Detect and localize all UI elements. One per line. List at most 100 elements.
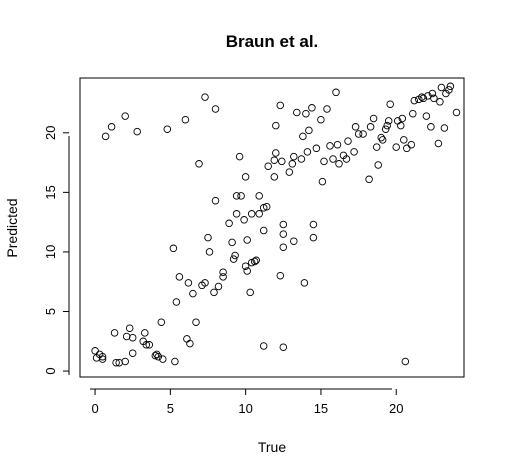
data-point xyxy=(107,123,116,131)
data-point xyxy=(329,155,337,163)
data-point xyxy=(279,343,288,351)
y-tick-label: 5 xyxy=(43,308,58,315)
data-point xyxy=(172,298,181,306)
data-point xyxy=(232,192,241,200)
data-point xyxy=(214,282,223,291)
data-point xyxy=(128,333,137,342)
x-tick-label: 0 xyxy=(91,401,98,416)
data-point xyxy=(400,136,408,144)
data-point xyxy=(290,152,298,161)
data-point xyxy=(308,104,316,112)
data-point xyxy=(259,226,268,235)
data-point xyxy=(305,126,313,135)
data-point xyxy=(285,168,294,176)
data-point xyxy=(270,173,279,181)
data-point xyxy=(181,115,190,124)
data-point xyxy=(300,279,309,287)
data-point xyxy=(381,125,390,133)
data-point xyxy=(366,123,375,131)
data-point xyxy=(440,124,449,132)
data-point xyxy=(419,94,428,103)
data-point xyxy=(398,114,407,123)
data-point xyxy=(317,115,325,124)
y-tick-label: 20 xyxy=(43,126,58,140)
data-point xyxy=(91,347,99,355)
y-tick-label: 10 xyxy=(43,245,58,259)
data-point xyxy=(219,268,227,276)
data-point xyxy=(422,112,431,120)
data-point xyxy=(229,255,238,263)
data-point xyxy=(189,289,197,298)
data-point xyxy=(240,216,248,224)
x-tick-label: 15 xyxy=(314,401,328,416)
data-point xyxy=(201,279,209,287)
data-point xyxy=(255,210,263,218)
data-point xyxy=(232,210,241,218)
data-point xyxy=(219,273,227,281)
data-point xyxy=(186,339,194,348)
data-point xyxy=(192,318,200,326)
data-point xyxy=(452,108,461,117)
y-tick-label: 15 xyxy=(43,185,58,199)
data-point xyxy=(145,341,154,349)
data-point xyxy=(228,238,236,247)
chart-title: Braun et al. xyxy=(226,32,319,51)
data-point xyxy=(372,143,381,151)
data-point xyxy=(354,130,363,138)
data-point xyxy=(384,117,393,125)
data-point xyxy=(323,105,331,113)
data-point xyxy=(434,139,443,148)
data-point xyxy=(184,279,193,287)
y-tick-label: 0 xyxy=(43,367,58,374)
data-point xyxy=(154,352,163,361)
data-point xyxy=(276,271,285,280)
data-point xyxy=(241,262,250,270)
data-point xyxy=(231,251,239,260)
data-point xyxy=(318,177,327,186)
data-point xyxy=(302,109,310,118)
data-point xyxy=(237,192,245,200)
data-point xyxy=(121,112,129,120)
data-point xyxy=(211,196,220,205)
data-point xyxy=(369,114,378,123)
data-point xyxy=(350,148,358,156)
data-point xyxy=(98,352,107,361)
data-point xyxy=(320,157,328,166)
plot-frame xyxy=(79,77,465,378)
data-point xyxy=(428,89,437,98)
data-point xyxy=(276,101,285,110)
data-point xyxy=(397,121,405,130)
data-point xyxy=(241,173,250,181)
data-point xyxy=(255,192,263,200)
data-point xyxy=(309,233,318,242)
data-point xyxy=(303,148,312,156)
data-point xyxy=(309,220,318,229)
data-point xyxy=(377,133,385,142)
data-point xyxy=(210,288,218,297)
data-point xyxy=(250,257,259,266)
data-point xyxy=(386,100,394,108)
data-point xyxy=(125,324,134,332)
data-point xyxy=(401,357,410,366)
data-point xyxy=(121,357,129,366)
data-point xyxy=(183,335,191,343)
data-point xyxy=(225,219,233,228)
data-point xyxy=(403,144,411,153)
data-point xyxy=(410,96,419,105)
data-point xyxy=(98,355,107,363)
x-tick-label: 10 xyxy=(238,401,252,416)
data-point xyxy=(272,121,280,130)
data-point xyxy=(312,144,321,153)
data-point xyxy=(247,210,256,218)
data-point xyxy=(133,127,141,136)
data-point xyxy=(383,121,391,130)
data-point xyxy=(365,175,373,184)
data-point xyxy=(171,357,179,366)
data-point xyxy=(243,267,251,275)
data-point xyxy=(270,156,279,164)
data-point xyxy=(326,142,334,150)
data-point xyxy=(163,125,172,133)
data-point xyxy=(409,109,417,118)
data-point xyxy=(279,243,288,251)
data-point xyxy=(430,94,438,103)
